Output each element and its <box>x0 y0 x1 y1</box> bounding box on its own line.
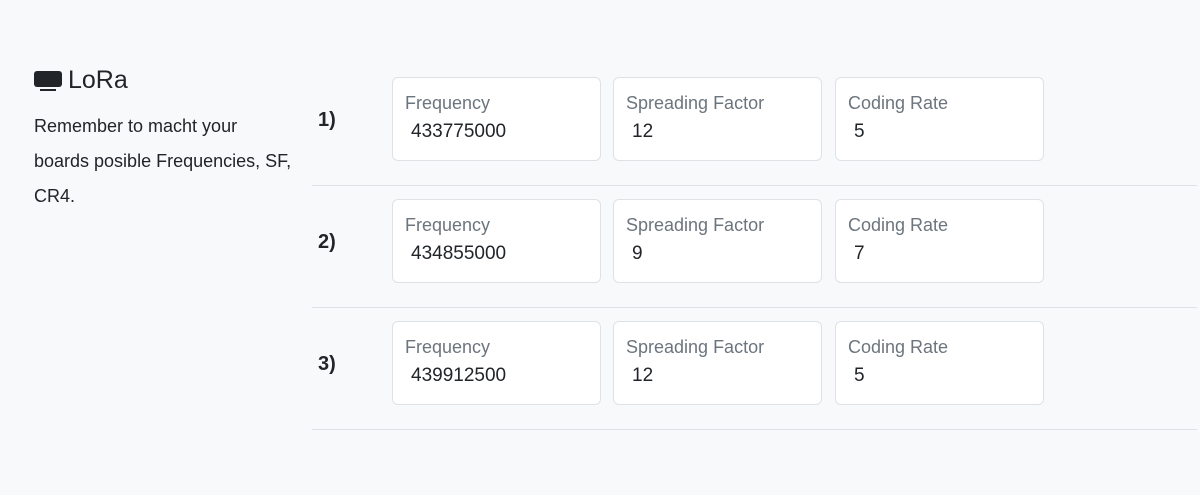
spreading-factor-label: Spreading Factor <box>626 337 765 357</box>
lora-config-list: 1) Frequency 433775000 Spreading Factor 12… <box>312 77 1197 430</box>
frequency-label: Frequency <box>405 215 491 235</box>
frequency-value[interactable]: 434855000 <box>411 243 507 264</box>
frequency-value[interactable]: 433775000 <box>411 121 507 142</box>
spreading-factor-value[interactable]: 12 <box>632 121 654 142</box>
coding-rate-field[interactable]: Coding Rate 7 <box>835 199 1044 283</box>
coding-rate-value[interactable]: 5 <box>854 365 865 386</box>
spreading-factor-label: Spreading Factor <box>626 215 765 235</box>
section-title: LoRa <box>34 66 294 95</box>
frequency-field[interactable]: Frequency 439912500 <box>392 321 601 405</box>
coding-rate-label: Coding Rate <box>848 93 949 113</box>
spreading-factor-label: Spreading Factor <box>626 93 765 113</box>
section-description: Remember to macht your boards posible Fr… <box>34 116 292 206</box>
section-sidebar: LoRa Remember to macht your boards posib… <box>34 66 294 214</box>
coding-rate-label: Coding Rate <box>848 215 949 235</box>
row-number: 2) <box>318 231 336 253</box>
frequency-value[interactable]: 439912500 <box>411 365 507 386</box>
config-row: 1) Frequency 433775000 Spreading Factor 12… <box>312 77 1197 186</box>
frequency-label: Frequency <box>405 337 491 357</box>
spreading-factor-field[interactable]: Spreading Factor 12 <box>613 321 822 405</box>
row-number: 3) <box>318 353 336 375</box>
frequency-label: Frequency <box>405 93 491 113</box>
spreading-factor-value[interactable]: 12 <box>632 365 654 386</box>
spreading-factor-field[interactable]: Spreading Factor 9 <box>613 199 822 283</box>
spreading-factor-field[interactable]: Spreading Factor 12 <box>613 77 822 161</box>
coding-rate-value[interactable]: 7 <box>854 243 865 264</box>
row-number: 1) <box>318 109 336 131</box>
frequency-field[interactable]: Frequency 434855000 <box>392 199 601 283</box>
coding-rate-value[interactable]: 5 <box>854 121 865 142</box>
coding-rate-field[interactable]: Coding Rate 5 <box>835 321 1044 405</box>
section-title-text: LoRa <box>68 66 128 94</box>
config-row: 2) Frequency 434855000 Spreading Factor 9 … <box>312 186 1197 308</box>
coding-rate-label: Coding Rate <box>848 337 949 357</box>
frequency-field[interactable]: Frequency 433775000 <box>392 77 601 161</box>
config-row: 3) Frequency 439912500 Spreading Factor 12… <box>312 308 1197 430</box>
display-icon <box>34 70 62 91</box>
coding-rate-field[interactable]: Coding Rate 5 <box>835 77 1044 161</box>
spreading-factor-value[interactable]: 9 <box>632 243 643 264</box>
